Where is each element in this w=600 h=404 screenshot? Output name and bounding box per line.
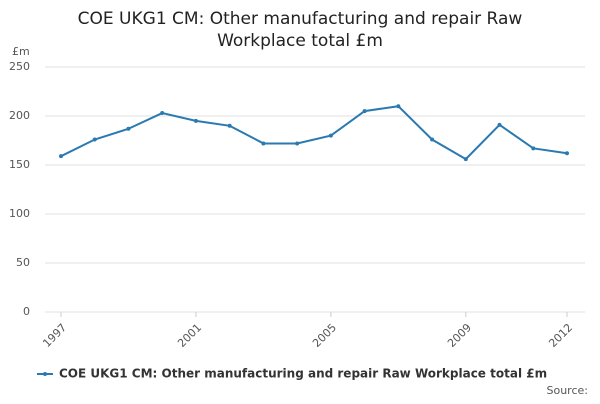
line — [60, 105, 568, 161]
point — [227, 123, 232, 128]
point — [295, 141, 300, 146]
point — [261, 141, 266, 146]
source: Source: — [547, 384, 589, 397]
point — [160, 111, 165, 116]
point — [497, 122, 502, 127]
point — [396, 104, 401, 109]
y-tick-label: 100 — [9, 207, 30, 220]
point — [430, 137, 435, 142]
y-tick-label: 200 — [9, 109, 30, 122]
legend-marker — [43, 372, 47, 376]
y-axis-label: £m — [12, 45, 30, 58]
y-tick-label: 0 — [23, 305, 30, 318]
point — [565, 151, 569, 156]
y-tick-label: 250 — [9, 60, 30, 73]
x-tick-label: 1997 — [40, 321, 69, 350]
point — [463, 157, 468, 162]
x-tick-label: 2009 — [445, 321, 474, 350]
point — [531, 146, 536, 151]
point — [59, 154, 63, 159]
y-tick-label: 50 — [16, 256, 30, 269]
x-tick-label: 2001 — [175, 321, 204, 350]
y-tick-label: 150 — [9, 158, 30, 171]
point — [126, 126, 131, 131]
chart-title: COE UKG1 CM: Other manufacturing and rep… — [77, 9, 523, 51]
point — [362, 109, 367, 114]
point — [92, 137, 97, 142]
point — [193, 118, 198, 123]
x-tick-label: 2012 — [546, 321, 575, 350]
x-tick-label: 2005 — [310, 321, 339, 350]
point — [328, 133, 333, 138]
legend-label: COE UKG1 CM: Other manufacturing and rep… — [59, 367, 547, 381]
